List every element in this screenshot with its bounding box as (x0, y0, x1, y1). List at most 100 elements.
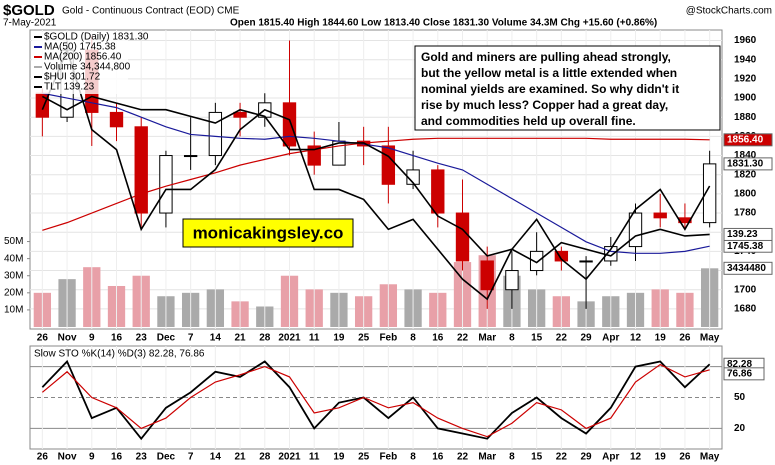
candle-body (702, 163, 717, 224)
volume-tick-label: 30M (4, 270, 23, 281)
x-tick-label: 29 (581, 452, 593, 463)
watermark-box (182, 218, 354, 248)
x-tick-label: 29 (581, 333, 593, 344)
price-panel (29, 29, 723, 330)
value-tag-label: 82.28 (727, 359, 752, 370)
candle-body (455, 212, 470, 262)
annotation-line: rise by much less? Copper had a great da… (421, 98, 668, 112)
value-tag (723, 133, 773, 147)
x-tick-label: Feb (379, 452, 397, 463)
y-tick-label: 1920 (734, 74, 757, 85)
candle-body (233, 111, 247, 118)
x-tick-label: May (700, 452, 720, 463)
legend-entry: TLT 139.23 (44, 82, 95, 93)
candle-body (381, 145, 396, 185)
x-tick-label: 23 (136, 333, 148, 344)
x-tick-label: 16 (111, 452, 123, 463)
x-tick-label: Nov (58, 333, 77, 344)
x-tick-label: Dec (157, 452, 176, 463)
x-tick-label: 12 (630, 452, 642, 463)
x-tick-label: Apr (602, 333, 619, 344)
x-tick-label: 28 (259, 452, 271, 463)
candle-body (628, 212, 643, 248)
x-tick-label: Dec (157, 333, 176, 344)
candle-body (159, 155, 173, 214)
x-tick-label: 23 (136, 452, 148, 463)
candle-body (529, 250, 544, 272)
candle-body (653, 212, 667, 219)
x-tick-label: May (700, 333, 720, 344)
x-tick-label: 16 (432, 452, 444, 463)
x-tick-label: 9 (89, 452, 95, 463)
y-tick-label: 1900 (734, 93, 757, 104)
moving-average (42, 92, 710, 254)
candle-body (505, 270, 519, 291)
x-tick-label: 28 (259, 333, 271, 344)
value-tag (723, 157, 773, 171)
volume-tick-label: 20M (4, 287, 23, 298)
value-tag (723, 367, 765, 381)
candle-body (554, 250, 569, 262)
value-tag (723, 227, 773, 241)
x-tick-label: 11 (309, 452, 320, 463)
annotation-line: but the yellow metal is a little extende… (421, 66, 677, 80)
x-tick-label: 8 (410, 452, 416, 463)
volume-tick-label: 10M (4, 305, 23, 316)
value-tag-label: 76.86 (727, 368, 752, 379)
overlay-line (41, 47, 711, 301)
quote: Open 1815.40 High 1844.60 Low 1813.40 Cl… (230, 18, 657, 29)
value-tag-label: 1856.40 (727, 134, 764, 145)
x-tick-label: 16 (432, 333, 444, 344)
value-tag-label: 3434480 (727, 263, 766, 274)
oscillator-line (41, 363, 710, 438)
legend-entry: Volume 34,344,800 (44, 62, 131, 73)
x-tick-label: 15 (531, 452, 543, 463)
x-tick-label: Mar (478, 452, 496, 463)
x-tick-label: 22 (556, 452, 568, 463)
x-tick-label: 26 (679, 452, 691, 463)
x-tick-label: 12 (630, 333, 642, 344)
x-tick-label: 2021 (278, 452, 301, 463)
y-tick-label: 1680 (734, 304, 757, 315)
x-tick-label: 15 (531, 333, 543, 344)
legend-entry: MA(200) 1856.40 (44, 52, 122, 63)
annotation-line: Gold and miners are pulling ahead strong… (421, 50, 671, 64)
date: 7-May-2021 (3, 18, 57, 29)
x-tick-label: 25 (358, 452, 370, 463)
x-tick-label: 26 (37, 333, 49, 344)
value-tag (723, 261, 773, 275)
annotation-line: nominal yields are examined. So why didn… (421, 82, 679, 96)
x-tick-label: 19 (655, 333, 667, 344)
symbol: $GOLD (3, 2, 55, 19)
volume-tick-label: 50M (4, 236, 23, 247)
y-tick-label: 20 (734, 423, 746, 434)
x-tick-label: 14 (210, 333, 222, 344)
volume-tick-label: 40M (4, 253, 23, 264)
legend-entry: MA(50) 1745.38 (44, 42, 116, 53)
x-tick-label: 8 (509, 452, 515, 463)
x-tick-label: 16 (111, 333, 123, 344)
x-tick-label: 22 (457, 333, 469, 344)
y-tick-label: 1820 (734, 169, 757, 180)
y-tick-label: 1960 (734, 35, 757, 46)
candle-body (579, 260, 593, 263)
y-tick-label: 1780 (734, 208, 757, 219)
x-tick-label: 21 (235, 333, 247, 344)
x-tick-label: 7 (188, 452, 194, 463)
candle-body (134, 126, 148, 214)
x-tick-label: 8 (509, 333, 515, 344)
annotation-box (414, 45, 721, 131)
legend-entry: $GOLD (Daily) 1831.30 (44, 32, 149, 43)
annotation-line: and commodities held up overall fine. (421, 114, 636, 128)
x-tick-label: 21 (235, 452, 247, 463)
x-tick-label: 19 (333, 333, 345, 344)
candle-body (183, 155, 198, 158)
value-tag-label: 1745.38 (727, 241, 764, 252)
y-tick-label: 1880 (734, 112, 757, 123)
x-tick-label: Nov (58, 452, 77, 463)
moving-average (42, 137, 710, 231)
candle-body (480, 260, 494, 291)
x-tick-label: 14 (210, 452, 222, 463)
x-tick-label: 25 (358, 333, 370, 344)
